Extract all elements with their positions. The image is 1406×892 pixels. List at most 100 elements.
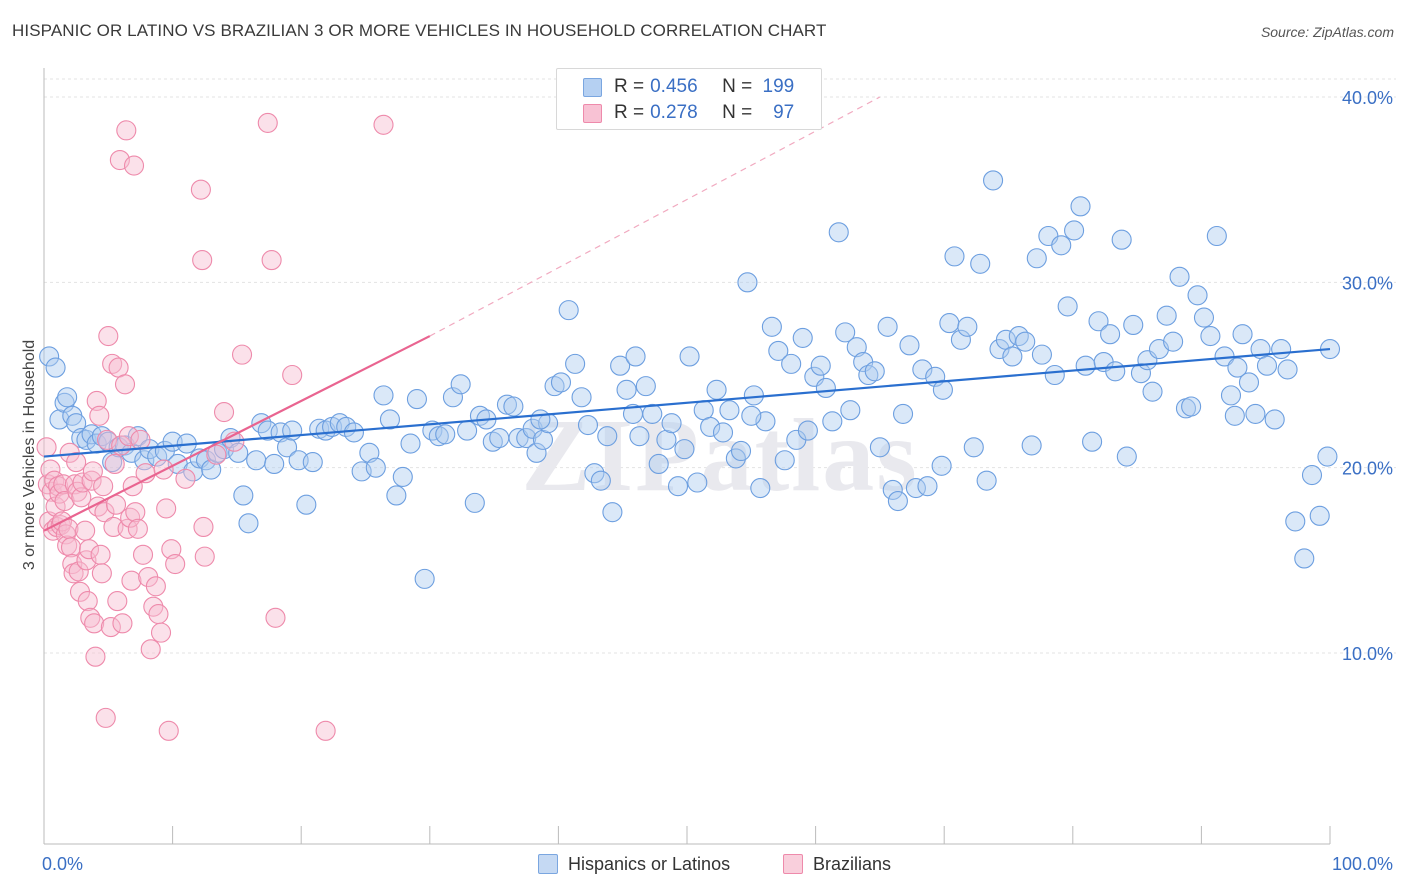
- chart-title: HISPANIC OR LATINO VS BRAZILIAN 3 OR MOR…: [12, 21, 827, 40]
- point-hispanic: [864, 361, 885, 382]
- point-hispanic: [1238, 372, 1260, 393]
- point-hispanic: [602, 502, 623, 523]
- point-hispanic: [571, 387, 592, 408]
- point-hispanic: [1075, 355, 1096, 376]
- point-hispanic: [373, 385, 394, 406]
- point-hispanic: [526, 442, 547, 463]
- trend-line-brazilian-extension: [429, 96, 881, 337]
- legend-n-value: 199: [762, 76, 795, 97]
- point-hispanic: [1264, 409, 1285, 430]
- point-hispanic: [277, 437, 298, 458]
- point-brazilian: [213, 402, 235, 423]
- point-brazilian: [80, 607, 101, 628]
- point-hispanic: [532, 429, 554, 450]
- point-brazilian: [161, 539, 182, 560]
- point-hispanic: [840, 400, 861, 421]
- point-hispanic: [530, 409, 551, 430]
- point-hispanic: [464, 492, 485, 513]
- point-hispanic: [590, 470, 611, 491]
- point-hispanic: [674, 439, 695, 460]
- watermark: ZIPatlas: [521, 398, 918, 513]
- bottom-legend-hispanic: Hispanics or Latinos: [538, 852, 730, 876]
- point-hispanic: [1301, 465, 1323, 486]
- point-hispanic: [550, 372, 572, 393]
- point-brazilian: [36, 437, 57, 458]
- tick-labels: 10.0% 20.0% 30.0% 40.0% 0.0% 100.0%: [42, 88, 1393, 874]
- point-hispanic: [1169, 266, 1190, 287]
- point-brazilian: [116, 120, 137, 141]
- y-tick-label: 20.0%: [1342, 459, 1393, 479]
- point-brazilian: [75, 520, 96, 541]
- point-hispanic: [508, 427, 529, 449]
- point-hispanic: [944, 246, 965, 267]
- point-hispanic: [400, 433, 421, 454]
- point-hispanic: [442, 387, 463, 408]
- point-hispanic: [359, 442, 380, 463]
- point-hispanic: [296, 494, 317, 515]
- point-hispanic: [932, 379, 953, 400]
- point-hispanic: [1044, 364, 1065, 386]
- x-tick-label: 0.0%: [42, 854, 83, 874]
- point-hispanic: [781, 353, 802, 374]
- point-hispanic: [877, 316, 898, 337]
- point-hispanic: [679, 346, 700, 367]
- point-brazilian: [78, 539, 100, 560]
- y-tick-label: 40.0%: [1342, 88, 1393, 108]
- point-hispanic: [1021, 435, 1042, 456]
- point-brazilian: [67, 481, 88, 502]
- point-hispanic: [730, 440, 752, 462]
- point-hispanic: [741, 405, 762, 426]
- point-hispanic: [365, 457, 386, 478]
- point-brazilian: [193, 516, 214, 538]
- point-brazilian: [150, 622, 172, 643]
- point-hispanic: [797, 420, 818, 441]
- legend-n-label: N =: [722, 102, 753, 123]
- point-hispanic: [1026, 248, 1047, 269]
- point-hispanic: [1130, 363, 1152, 384]
- point-hispanic: [1271, 339, 1292, 360]
- point-hispanic: [435, 424, 456, 445]
- point-hispanic: [706, 379, 727, 400]
- y-tick-label: 30.0%: [1342, 273, 1393, 293]
- point-brazilian: [127, 518, 148, 539]
- point-hispanic: [565, 353, 586, 374]
- point-hispanic: [1193, 307, 1215, 328]
- point-brazilian: [107, 591, 128, 612]
- point-hispanic: [642, 403, 663, 424]
- point-hispanic: [957, 316, 978, 337]
- point-hispanic: [422, 420, 443, 441]
- point-brazilian: [68, 561, 89, 582]
- point-brazilian: [148, 604, 169, 625]
- point-brazilian: [90, 544, 111, 565]
- point-brazilian: [206, 444, 227, 465]
- point-hispanic: [892, 403, 914, 424]
- point-hispanic: [887, 490, 908, 512]
- point-hispanic: [228, 442, 249, 463]
- point-brazilian: [71, 487, 92, 508]
- point-hispanic: [835, 322, 856, 343]
- legend-n-value: 97: [773, 102, 795, 123]
- point-hispanic: [1220, 385, 1242, 406]
- point-hispanic: [1142, 381, 1163, 402]
- point-brazilian: [60, 537, 82, 558]
- point-brazilian: [265, 607, 286, 628]
- point-hispanic: [1057, 296, 1078, 317]
- point-brazilian: [123, 155, 145, 176]
- point-hispanic: [343, 422, 364, 443]
- point-hispanic: [761, 316, 782, 337]
- point-hispanic: [39, 346, 60, 367]
- point-hispanic: [1064, 220, 1085, 241]
- legend-r-label: R =: [614, 102, 645, 123]
- point-hispanic: [983, 170, 1004, 191]
- point-hispanic: [687, 472, 708, 493]
- point-brazilian: [315, 720, 336, 741]
- point-brazilian: [175, 468, 196, 489]
- stats-legend: R = 0.456 N = 199 R = 0.278 N = 97: [556, 68, 822, 130]
- point-hispanic: [970, 253, 991, 274]
- point-brazilian: [125, 502, 146, 523]
- point-hispanic: [828, 222, 849, 243]
- point-brazilian: [192, 250, 213, 271]
- bottom-legend-brazilian: Brazilians: [783, 852, 891, 876]
- point-hispanic: [743, 385, 764, 406]
- point-hispanic: [719, 400, 740, 421]
